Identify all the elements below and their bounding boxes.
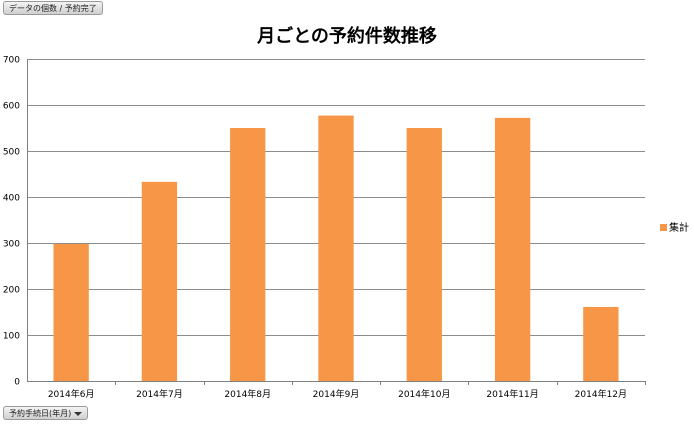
chevron-down-icon[interactable] xyxy=(74,412,83,416)
axes: 0 100 200 300 400 500 600 700 2014年6月 2014年7月 2014… xyxy=(3,56,646,400)
y-tick-label: 200 xyxy=(3,286,20,296)
bar xyxy=(318,115,354,381)
x-tick-label: 2014年9月 xyxy=(313,388,360,400)
y-tick-label: 300 xyxy=(3,240,20,250)
y-tick-label: 400 xyxy=(3,194,20,204)
axis-field-dropdown[interactable]: 予約手続日(年月) xyxy=(3,406,89,420)
bar xyxy=(141,181,178,381)
chart-title: 月ごとの予約件数推移 xyxy=(256,25,437,47)
bar xyxy=(494,117,531,381)
y-tick-label: 700 xyxy=(3,56,20,66)
x-tick-label: 2014年10月 xyxy=(398,388,450,400)
value-field-button[interactable]: データの個数 / 予約完了 xyxy=(3,1,103,15)
legend-swatch xyxy=(660,224,667,231)
x-tick-label: 2014年11月 xyxy=(486,388,538,400)
x-tick-label: 2014年7月 xyxy=(136,388,183,400)
y-tick-label: 500 xyxy=(3,148,20,158)
x-tick-label: 2014年12月 xyxy=(575,388,627,400)
bar xyxy=(230,128,266,381)
legend: 集計 xyxy=(660,221,689,234)
y-tick-label: 0 xyxy=(14,378,20,388)
bars xyxy=(53,115,619,381)
y-tick-label: 600 xyxy=(3,102,20,112)
x-tick-label: 2014年6月 xyxy=(48,388,95,400)
bar xyxy=(406,128,442,381)
axis-field-label: 予約手続日(年月) xyxy=(9,409,72,418)
grid-lines xyxy=(27,59,645,336)
x-tick-label: 2014年8月 xyxy=(224,388,271,400)
y-tick-label: 100 xyxy=(3,332,20,342)
bar xyxy=(53,243,89,381)
legend-label: 集計 xyxy=(669,221,689,234)
bar xyxy=(583,306,619,381)
